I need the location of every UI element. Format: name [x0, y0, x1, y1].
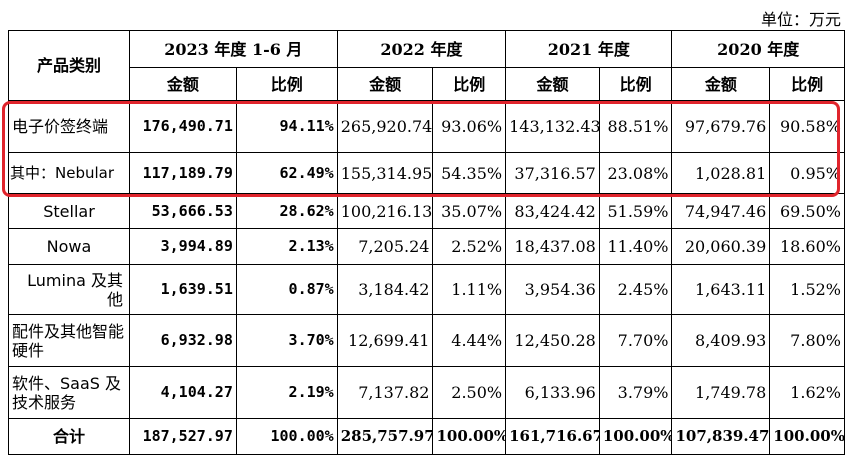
- header-amount: 金额: [505, 67, 600, 101]
- cell-value: 2.52%: [432, 228, 507, 265]
- header-amount: 金额: [129, 67, 237, 101]
- cell-value: 100.00%: [598, 418, 673, 455]
- cell-value: 20,060.39: [671, 228, 771, 265]
- row-label: 配件及其他智能硬件: [8, 314, 130, 367]
- header-amount: 金额: [336, 67, 434, 101]
- header-ratio: 比例: [598, 67, 673, 101]
- cell-value: 285,757.97: [336, 418, 434, 455]
- table-row: Lumina 及其他 1,639.51 0.87% 3,184.42 1.11%…: [8, 264, 845, 315]
- cell-value: 117,189.79: [129, 152, 237, 194]
- cell-value: 1.62%: [769, 366, 845, 419]
- header-category: 产品类别: [8, 30, 130, 101]
- cell-value: 1,028.81: [671, 152, 771, 194]
- unit-label: 单位：万元: [760, 10, 841, 29]
- cell-value: 18.60%: [769, 228, 845, 265]
- cell-value: 4.44%: [432, 314, 507, 367]
- header-period: 2021 年度: [505, 30, 673, 68]
- cell-value: 176,490.71: [129, 100, 237, 153]
- cell-value: 187,527.97: [129, 418, 237, 455]
- cell-value: 3,994.89: [129, 228, 237, 265]
- cell-value: 143,132.43: [505, 100, 600, 153]
- header-period: 2022 年度: [336, 30, 507, 68]
- cell-value: 265,920.74: [336, 100, 434, 153]
- cell-value: 23.08%: [598, 152, 673, 194]
- header-amount: 金额: [671, 67, 771, 101]
- cell-value: 3.70%: [235, 314, 338, 367]
- cell-value: 12,699.41: [336, 314, 434, 367]
- cell-value: 93.06%: [432, 100, 507, 153]
- row-label: Nowa: [8, 228, 130, 265]
- cell-value: 11.40%: [598, 228, 673, 265]
- cell-value: 100.00%: [769, 418, 845, 455]
- header-ratio: 比例: [432, 67, 507, 101]
- row-label: Stellar: [8, 193, 130, 229]
- cell-value: 0.95%: [769, 152, 845, 194]
- cell-value: 35.07%: [432, 193, 507, 229]
- cell-value: 62.49%: [235, 152, 338, 194]
- cell-value: 4,104.27: [129, 366, 237, 419]
- cell-value: 1.52%: [769, 264, 845, 315]
- cell-value: 1,639.51: [129, 264, 237, 315]
- cell-value: 2.13%: [235, 228, 338, 265]
- cell-value: 2.50%: [432, 366, 507, 419]
- table-row: 配件及其他智能硬件 6,932.98 3.70% 12,699.41 4.44%…: [8, 314, 845, 367]
- table-row: 软件、SaaS 及技术服务 4,104.27 2.19% 7,137.82 2.…: [8, 366, 845, 419]
- cell-value: 2.19%: [235, 366, 338, 419]
- cell-value: 88.51%: [598, 100, 673, 153]
- cell-value: 7.70%: [598, 314, 673, 367]
- cell-value: 69.50%: [769, 193, 845, 229]
- header-ratio: 比例: [235, 67, 338, 101]
- cell-value: 51.59%: [598, 193, 673, 229]
- cell-value: 6,932.98: [129, 314, 237, 367]
- cell-value: 28.62%: [235, 193, 338, 229]
- cell-value: 7,205.24: [336, 228, 434, 265]
- cell-value: 100.00%: [235, 418, 338, 455]
- cell-value: 161,716.67: [505, 418, 600, 455]
- table-row: Nowa 3,994.89 2.13% 7,205.24 2.52% 18,43…: [8, 228, 845, 265]
- cell-value: 18,437.08: [505, 228, 600, 265]
- table-row-total: 合计 187,527.97 100.00% 285,757.97 100.00%…: [8, 418, 845, 455]
- cell-value: 3,954.36: [505, 264, 600, 315]
- cell-value: 1,749.78: [671, 366, 771, 419]
- cell-value: 90.58%: [769, 100, 845, 153]
- cell-value: 54.35%: [432, 152, 507, 194]
- row-label: 电子价签终端: [8, 100, 130, 153]
- cell-value: 74,947.46: [671, 193, 771, 229]
- table-row: 其中：Nebular 117,189.79 62.49% 155,314.95 …: [8, 152, 845, 194]
- cell-value: 97,679.76: [671, 100, 771, 153]
- cell-value: 2.45%: [598, 264, 673, 315]
- header-period: 2020 年度: [671, 30, 845, 68]
- cell-value: 7.80%: [769, 314, 845, 367]
- row-label: 其中：Nebular: [8, 152, 130, 194]
- cell-value: 155,314.95: [336, 152, 434, 194]
- row-label: Lumina 及其他: [8, 264, 130, 315]
- revenue-table: 产品类别 2023 年度 1-6 月 2022 年度 2021 年度 2020 …: [8, 30, 845, 455]
- table-row: Stellar 53,666.53 28.62% 100,216.13 35.0…: [8, 193, 845, 229]
- cell-value: 107,839.47: [671, 418, 771, 455]
- cell-value: 0.87%: [235, 264, 338, 315]
- cell-value: 53,666.53: [129, 193, 237, 229]
- cell-value: 1.11%: [432, 264, 507, 315]
- cell-value: 6,133.96: [505, 366, 600, 419]
- cell-value: 12,450.28: [505, 314, 600, 367]
- cell-value: 37,316.57: [505, 152, 600, 194]
- cell-value: 8,409.93: [671, 314, 771, 367]
- row-label: 软件、SaaS 及技术服务: [8, 366, 130, 419]
- cell-value: 100.00%: [432, 418, 507, 455]
- cell-value: 3,184.42: [336, 264, 434, 315]
- cell-value: 83,424.42: [505, 193, 600, 229]
- cell-value: 100,216.13: [336, 193, 434, 229]
- header-period: 2023 年度 1-6 月: [129, 30, 338, 68]
- table-row: 电子价签终端 176,490.71 94.11% 265,920.74 93.0…: [8, 100, 845, 153]
- cell-value: 1,643.11: [671, 264, 771, 315]
- cell-value: 94.11%: [235, 100, 338, 153]
- cell-value: 7,137.82: [336, 366, 434, 419]
- cell-value: 3.79%: [598, 366, 673, 419]
- row-label: 合计: [8, 418, 130, 455]
- header-ratio: 比例: [769, 67, 845, 101]
